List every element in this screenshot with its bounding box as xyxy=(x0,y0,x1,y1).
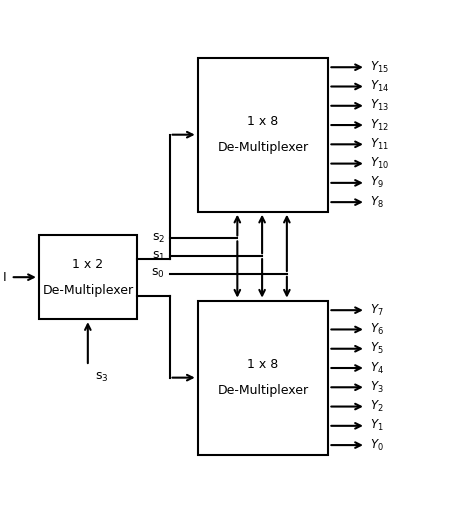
Text: $Y_{10}$: $Y_{10}$ xyxy=(369,156,389,171)
Text: s$_1$: s$_1$ xyxy=(151,250,165,263)
Text: De-Multiplexer: De-Multiplexer xyxy=(218,141,309,154)
Text: 1 x 8: 1 x 8 xyxy=(247,358,279,371)
Text: $Y_{12}$: $Y_{12}$ xyxy=(369,117,388,132)
Text: $Y_{4}$: $Y_{4}$ xyxy=(369,360,384,375)
Text: I: I xyxy=(2,271,6,284)
Text: $Y_{2}$: $Y_{2}$ xyxy=(369,399,383,414)
Text: $Y_{11}$: $Y_{11}$ xyxy=(369,137,388,152)
Text: $Y_{5}$: $Y_{5}$ xyxy=(369,341,383,356)
Text: $Y_{7}$: $Y_{7}$ xyxy=(369,302,383,318)
Text: 1 x 2: 1 x 2 xyxy=(72,257,103,270)
Text: $Y_{3}$: $Y_{3}$ xyxy=(369,379,383,395)
Text: s$_3$: s$_3$ xyxy=(95,371,109,384)
Text: $Y_{9}$: $Y_{9}$ xyxy=(369,175,384,190)
Text: 1 x 8: 1 x 8 xyxy=(247,115,279,128)
Text: $Y_{14}$: $Y_{14}$ xyxy=(369,79,389,94)
Text: $Y_{13}$: $Y_{13}$ xyxy=(369,98,389,113)
Text: $Y_{0}$: $Y_{0}$ xyxy=(369,437,384,453)
FancyBboxPatch shape xyxy=(197,57,329,212)
Text: s$_2$: s$_2$ xyxy=(152,232,165,245)
Text: $Y_{15}$: $Y_{15}$ xyxy=(369,59,389,75)
Text: s$_0$: s$_0$ xyxy=(151,267,165,280)
Text: $Y_{8}$: $Y_{8}$ xyxy=(369,194,384,210)
FancyBboxPatch shape xyxy=(39,235,137,319)
Text: $Y_{1}$: $Y_{1}$ xyxy=(369,418,383,433)
Text: De-Multiplexer: De-Multiplexer xyxy=(218,384,309,397)
FancyBboxPatch shape xyxy=(197,300,329,455)
Text: De-Multiplexer: De-Multiplexer xyxy=(42,284,133,297)
Text: $Y_{6}$: $Y_{6}$ xyxy=(369,322,384,337)
